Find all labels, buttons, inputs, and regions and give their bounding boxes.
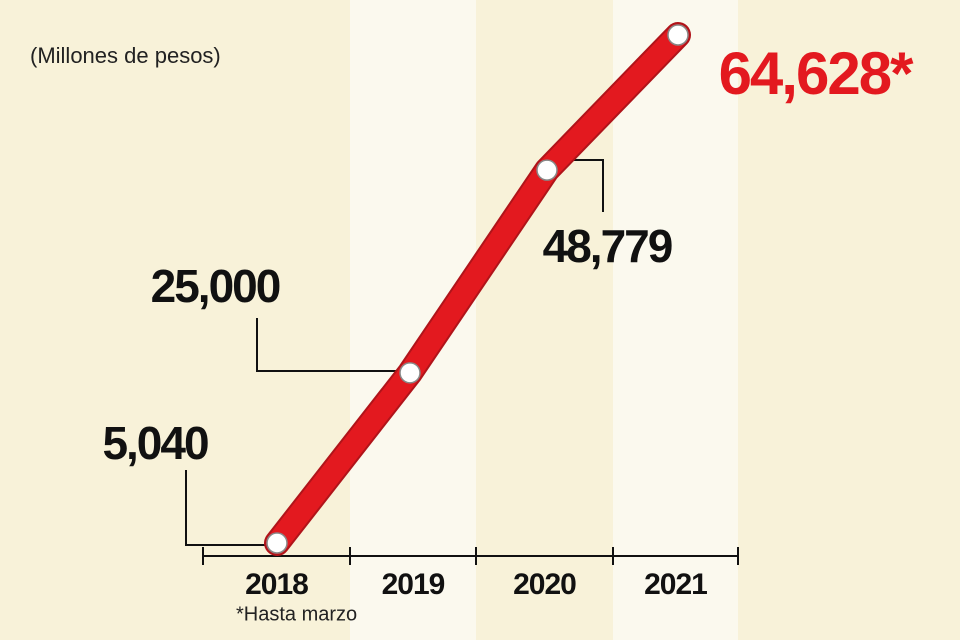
x-tick-label: 2020 (513, 568, 576, 601)
x-tick-label: 2021 (644, 568, 707, 601)
point (399, 362, 421, 384)
x-tick-label: 2018 (245, 568, 308, 601)
point (667, 24, 689, 46)
column-band (613, 0, 738, 640)
leader-line (185, 470, 268, 546)
x-tick-label: 2019 (382, 568, 445, 601)
point (536, 159, 558, 181)
value-label: 5,040 (102, 417, 208, 469)
value-label: 48,779 (543, 220, 672, 272)
leader-line (256, 318, 400, 372)
footnote: *Hasta marzo (236, 603, 357, 625)
line (266, 24, 689, 554)
value-label: 64,628* (719, 40, 915, 107)
value-label: 25,000 (151, 260, 280, 312)
point (266, 532, 288, 554)
subtitle: (Millones de pesos) (30, 43, 221, 68)
